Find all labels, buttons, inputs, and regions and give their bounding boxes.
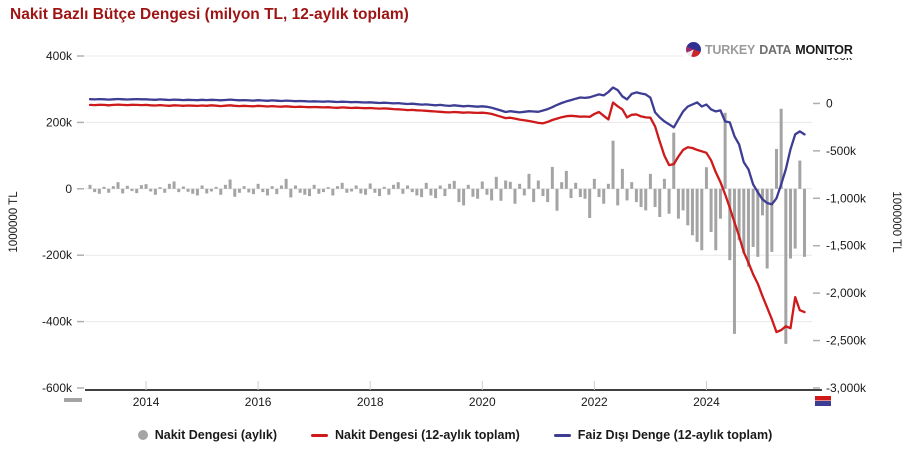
svg-text:-1,000k: -1,000k — [826, 191, 867, 205]
svg-text:2020: 2020 — [469, 395, 496, 409]
legend-label: Nakit Dengesi (12-aylık toplam) — [334, 428, 520, 442]
svg-text:-2,500k: -2,500k — [826, 334, 867, 348]
legend-label: Faiz Dışı Denge (12-aylık toplam) — [577, 428, 773, 442]
svg-text:-2,000k: -2,000k — [826, 286, 867, 300]
turkeydatamonitor-logo[interactable]: TURKEY DATA MONITOR — [683, 41, 856, 58]
svg-text:1000000 TL: 1000000 TL — [8, 191, 20, 253]
svg-text:-3,000k: -3,000k — [826, 381, 867, 395]
svg-text:2018: 2018 — [357, 395, 384, 409]
legend-item-monthly-cash-balance[interactable]: Nakit Dengesi (aylık) — [137, 428, 277, 442]
svg-text:200k: 200k — [46, 115, 73, 129]
chart-title: Nakit Bazlı Bütçe Dengesi (milyon TL, 12… — [10, 6, 409, 23]
svg-text:-600k: -600k — [42, 381, 73, 395]
svg-text:2022: 2022 — [581, 395, 608, 409]
svg-text:0: 0 — [826, 96, 833, 110]
legend-label: Nakit Dengesi (aylık) — [154, 428, 277, 442]
logo-text-turkey: TURKEY — [705, 42, 756, 57]
logo-globe-icon — [686, 42, 701, 57]
svg-text:2024: 2024 — [693, 395, 720, 409]
gray-circle-marker-icon — [137, 430, 148, 440]
budget-balance-chart: 400k200k0-200k-400k-600k500k0-500k-1,000… — [8, 49, 902, 409]
chart-legend: Nakit Dengesi (aylık) Nakit Dengesi (12-… — [0, 428, 910, 442]
svg-text:400k: 400k — [46, 49, 73, 63]
logo-text-data: DATA — [759, 42, 792, 57]
logo-text-monitor: MONITOR — [795, 42, 853, 57]
svg-text:-200k: -200k — [42, 248, 73, 262]
svg-text:-500k: -500k — [826, 144, 857, 158]
legend-item-primary-balance-12m[interactable]: Faiz Dışı Denge (12-aylık toplam) — [553, 428, 773, 442]
legend-item-cash-balance-12m[interactable]: Nakit Dengesi (12-aylık toplam) — [310, 428, 520, 442]
svg-text:-400k: -400k — [42, 315, 73, 329]
svg-text:-1,500k: -1,500k — [826, 239, 867, 253]
svg-text:2014: 2014 — [133, 395, 160, 409]
svg-text:1000000 TL: 1000000 TL — [890, 191, 902, 253]
svg-text:0: 0 — [65, 182, 72, 196]
navy-line-marker-icon — [553, 433, 571, 437]
svg-text:2016: 2016 — [245, 395, 272, 409]
red-line-marker-icon — [310, 433, 328, 437]
